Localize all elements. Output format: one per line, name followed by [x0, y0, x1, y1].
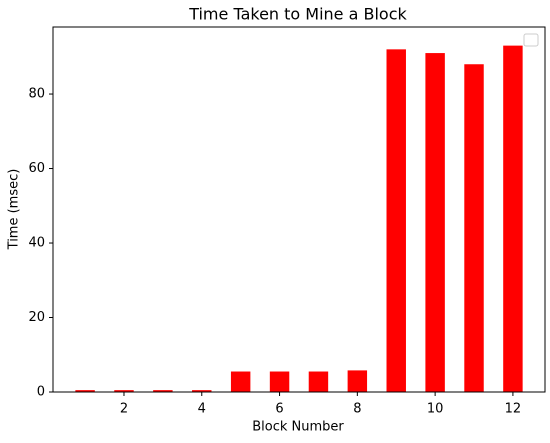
x-tick-label: 12 [505, 402, 522, 417]
bar [269, 371, 290, 392]
y-axis-label: Time (msec) [7, 169, 22, 251]
y-tick-label: 0 [37, 385, 45, 400]
bar [114, 390, 134, 392]
bar [230, 371, 251, 392]
x-tick-label: 6 [275, 402, 283, 417]
bar [464, 64, 484, 392]
legend-box [523, 33, 539, 47]
bar [153, 390, 173, 392]
bar [308, 371, 329, 392]
bar [386, 49, 406, 393]
y-tick-label: 80 [28, 87, 45, 102]
chart-title: Time Taken to Mine a Block [188, 5, 407, 24]
x-axis-label: Block Number [252, 420, 344, 435]
x-tick-label: 8 [353, 402, 361, 417]
bar [503, 45, 523, 393]
x-tick-label: 10 [427, 402, 444, 417]
bar [425, 53, 445, 392]
y-tick-label: 20 [28, 310, 45, 325]
bar [75, 390, 95, 392]
plot-area [75, 45, 523, 393]
bar [192, 390, 212, 392]
bar [347, 370, 368, 392]
y-tick-label: 40 [28, 236, 45, 251]
y-tick-label: 60 [28, 161, 45, 176]
axes-frame [52, 26, 546, 393]
x-tick-label: 2 [120, 402, 128, 417]
x-tick-label: 4 [198, 402, 206, 417]
